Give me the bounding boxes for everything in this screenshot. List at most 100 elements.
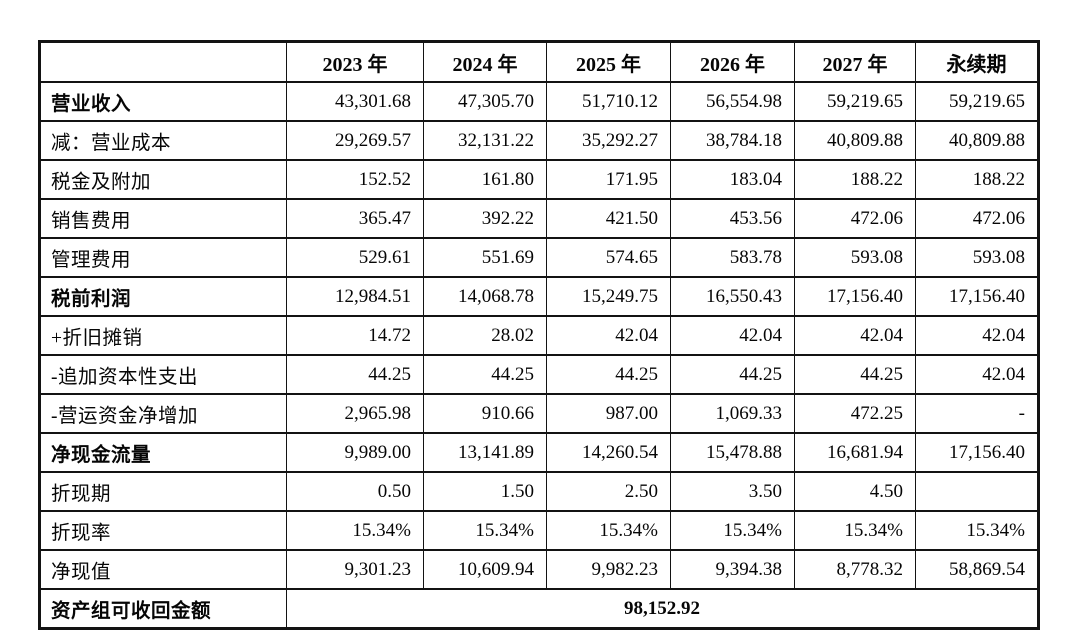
- row-label: 净现值: [39, 549, 287, 590]
- cell-value: 51,710.12: [546, 81, 671, 122]
- year-column-header-2024: 2024 年: [423, 40, 547, 83]
- cell-value: 16,550.43: [670, 276, 795, 317]
- cell-value: 3.50: [670, 471, 795, 512]
- row-label: -追加资本性支出: [39, 354, 287, 395]
- year-column-header-2023: 2023 年: [286, 40, 424, 83]
- cell-value: 1,069.33: [670, 393, 795, 434]
- cell-value: 472.06: [794, 198, 916, 239]
- cell-value: 9,301.23: [286, 549, 424, 590]
- cell-value: 15.34%: [794, 510, 916, 551]
- cell-value: 56,554.98: [670, 81, 795, 122]
- corner-header-cell: [39, 40, 287, 83]
- cell-value: 15.34%: [915, 510, 1039, 551]
- cell-value: 43,301.68: [286, 81, 424, 122]
- cell-value: 42.04: [915, 315, 1039, 356]
- table-row-additional-capex: -追加资本性支出 44.25 44.25 44.25 44.25 44.25 4…: [39, 354, 1039, 395]
- cell-value: 15.34%: [546, 510, 671, 551]
- year-column-header-2025: 2025 年: [546, 40, 671, 83]
- cell-value: 14,068.78: [423, 276, 547, 317]
- cell-value: 2,965.98: [286, 393, 424, 434]
- cash-flow-forecast-table: 2023 年 2024 年 2025 年 2026 年 2027 年 永续期 营…: [38, 40, 1040, 630]
- table-row-pretax-profit: 税前利润 12,984.51 14,068.78 15,249.75 16,55…: [39, 276, 1039, 317]
- row-label: +折旧摊销: [39, 315, 287, 356]
- cell-value: 17,156.40: [915, 432, 1039, 473]
- cell-value: 4.50: [794, 471, 916, 512]
- cell-value: 47,305.70: [423, 81, 547, 122]
- row-label: 销售费用: [39, 198, 287, 239]
- table-row-discount-rate: 折现率 15.34% 15.34% 15.34% 15.34% 15.34% 1…: [39, 510, 1039, 551]
- cell-value: 58,869.54: [915, 549, 1039, 590]
- cell-value: 29,269.57: [286, 120, 424, 161]
- table-row-working-capital-increase: -营运资金净增加 2,965.98 910.66 987.00 1,069.33…: [39, 393, 1039, 434]
- row-label: 折现期: [39, 471, 287, 512]
- cell-value: 42.04: [546, 315, 671, 356]
- cell-value: 574.65: [546, 237, 671, 278]
- cell-value: 472.25: [794, 393, 916, 434]
- table-footer-row-recoverable-amount: 资产组可收回金额 98,152.92: [39, 588, 1039, 630]
- cell-value: 0.50: [286, 471, 424, 512]
- cell-value: 152.52: [286, 159, 424, 200]
- row-label: 净现金流量: [39, 432, 287, 473]
- cell-value: 42.04: [915, 354, 1039, 395]
- cell-value: 183.04: [670, 159, 795, 200]
- cell-value: 28.02: [423, 315, 547, 356]
- cell-value: 44.25: [423, 354, 547, 395]
- cell-value: 583.78: [670, 237, 795, 278]
- row-label: 资产组可收回金额: [39, 588, 287, 630]
- year-column-header-2027: 2027 年: [794, 40, 916, 83]
- table-row-net-cash-flow: 净现金流量 9,989.00 13,141.89 14,260.54 15,47…: [39, 432, 1039, 473]
- cell-value: 44.25: [670, 354, 795, 395]
- cell-value: 17,156.40: [915, 276, 1039, 317]
- row-label: 减：营业成本: [39, 120, 287, 161]
- cell-value: 593.08: [794, 237, 916, 278]
- cell-value: 8,778.32: [794, 549, 916, 590]
- cell-value: 14.72: [286, 315, 424, 356]
- recoverable-amount-value: 98,152.92: [286, 588, 1039, 630]
- table-header-row: 2023 年 2024 年 2025 年 2026 年 2027 年 永续期: [39, 40, 1039, 83]
- table-row-operating-cost: 减：营业成本 29,269.57 32,131.22 35,292.27 38,…: [39, 120, 1039, 161]
- cell-value: 9,394.38: [670, 549, 795, 590]
- cell-value: 472.06: [915, 198, 1039, 239]
- row-label: 折现率: [39, 510, 287, 551]
- cell-value: 59,219.65: [915, 81, 1039, 122]
- cell-value: 14,260.54: [546, 432, 671, 473]
- cell-value: 15.34%: [286, 510, 424, 551]
- cell-value: 161.80: [423, 159, 547, 200]
- cell-value: 40,809.88: [915, 120, 1039, 161]
- perpetual-column-header: 永续期: [915, 40, 1039, 83]
- table-row-revenue: 营业收入 43,301.68 47,305.70 51,710.12 56,55…: [39, 81, 1039, 122]
- cell-value: 59,219.65: [794, 81, 916, 122]
- cell-value: 10,609.94: [423, 549, 547, 590]
- cell-value: 15.34%: [423, 510, 547, 551]
- cell-value: 13,141.89: [423, 432, 547, 473]
- row-label: 税金及附加: [39, 159, 287, 200]
- cell-value: 15,478.88: [670, 432, 795, 473]
- table-row-admin-expenses: 管理费用 529.61 551.69 574.65 583.78 593.08 …: [39, 237, 1039, 278]
- cell-value: 987.00: [546, 393, 671, 434]
- cell-value: 42.04: [794, 315, 916, 356]
- table-row-selling-expenses: 销售费用 365.47 392.22 421.50 453.56 472.06 …: [39, 198, 1039, 239]
- cell-value: 188.22: [915, 159, 1039, 200]
- row-label: 管理费用: [39, 237, 287, 278]
- cell-value: 35,292.27: [546, 120, 671, 161]
- cell-value: 910.66: [423, 393, 547, 434]
- cell-value: 9,989.00: [286, 432, 424, 473]
- cell-value: 421.50: [546, 198, 671, 239]
- cell-value: 15.34%: [670, 510, 795, 551]
- cell-value: 551.69: [423, 237, 547, 278]
- cell-value: 593.08: [915, 237, 1039, 278]
- table-row-net-present-value: 净现值 9,301.23 10,609.94 9,982.23 9,394.38…: [39, 549, 1039, 590]
- cell-value: [915, 471, 1039, 512]
- cell-value: 9,982.23: [546, 549, 671, 590]
- cell-value: 17,156.40: [794, 276, 916, 317]
- cell-value: 15,249.75: [546, 276, 671, 317]
- row-label: -营运资金净增加: [39, 393, 287, 434]
- table-row-taxes-surcharges: 税金及附加 152.52 161.80 171.95 183.04 188.22…: [39, 159, 1039, 200]
- cell-value: 12,984.51: [286, 276, 424, 317]
- year-column-header-2026: 2026 年: [670, 40, 795, 83]
- row-label: 营业收入: [39, 81, 287, 122]
- cell-value: 38,784.18: [670, 120, 795, 161]
- cell-value: 171.95: [546, 159, 671, 200]
- cell-value: 40,809.88: [794, 120, 916, 161]
- cell-value: 16,681.94: [794, 432, 916, 473]
